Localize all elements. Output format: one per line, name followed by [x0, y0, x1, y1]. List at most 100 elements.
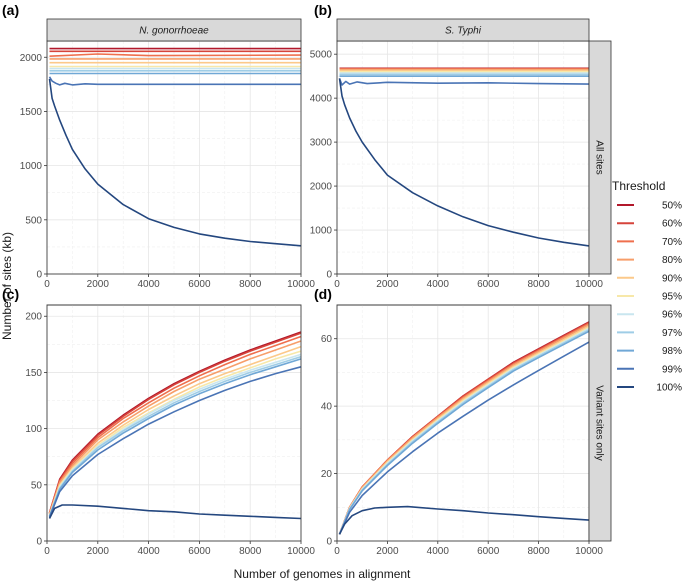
legend-item: 50%: [617, 201, 682, 212]
x-axis-title: Number of genomes in alignment: [234, 567, 411, 581]
x-tick-label: 8000: [239, 546, 262, 557]
x-tick-label: 6000: [477, 279, 500, 290]
x-tick-label: 4000: [427, 279, 450, 290]
column-strip-box: [46, 18, 302, 42]
y-tick-label: 500: [25, 215, 42, 226]
y-tick-label: 4000: [310, 94, 333, 105]
y-tick-label: 0: [36, 270, 42, 281]
legend-label: 90%: [662, 273, 682, 284]
series-line-100pct: [48, 504, 302, 520]
series-line-99pct: [338, 341, 590, 535]
x-tick-label: 10000: [575, 546, 603, 557]
series-line-70pct: [49, 53, 302, 57]
x-tick-label: 4000: [137, 546, 160, 557]
y-tick-label: 40: [321, 402, 333, 413]
y-tick-label: 20: [321, 469, 333, 480]
y-tick-label: 1500: [20, 107, 43, 118]
panel-label-b: (b): [314, 2, 332, 18]
legend-label: 50%: [662, 201, 682, 212]
x-tick-label: 6000: [188, 279, 211, 290]
y-tick-label: 60: [321, 334, 333, 345]
series-line-100pct: [338, 78, 590, 247]
legend-item: 100%: [617, 383, 682, 394]
legend-label: 99%: [662, 364, 682, 375]
legend-item: 96%: [617, 310, 682, 321]
y-tick-label: 200: [25, 312, 42, 323]
legend-label: 96%: [662, 310, 682, 321]
column-strip: S. Typhi: [336, 18, 590, 42]
y-tick-label: 150: [25, 368, 42, 379]
panel-b: 0 2000 4000 6000 8000 10000 0 1000 2000 3000 4000 5…: [310, 40, 603, 290]
x-tick-label: 10000: [287, 546, 315, 557]
panel-border: [46, 304, 302, 542]
y-tick-label: 1000: [20, 161, 43, 172]
x-tick-label: 8000: [239, 279, 262, 290]
x-tick-label: 2000: [87, 279, 110, 290]
row-strip-label: Variant sites only: [594, 385, 605, 460]
x-tick-label: 0: [334, 279, 340, 290]
row-strip: Variant sites only: [588, 304, 612, 542]
x-tick-label: 2000: [87, 546, 110, 557]
series-line-60pct: [48, 332, 302, 514]
panel-label-c: (c): [2, 286, 19, 302]
column-strip-label: S. Typhi: [445, 26, 482, 37]
panel-label-d: (d): [314, 286, 332, 302]
series-line-80pct: [48, 340, 302, 515]
x-tick-label: 0: [44, 546, 50, 557]
legend-item: 99%: [617, 364, 682, 375]
y-tick-label: 0: [326, 270, 332, 281]
x-tick-label: 6000: [477, 546, 500, 557]
row-strip-label: All sites: [594, 140, 605, 174]
legend-item: 60%: [617, 219, 682, 230]
x-tick-label: 2000: [376, 546, 399, 557]
row-strip-box: [588, 40, 612, 275]
panel-d: 0 2000 4000 6000 8000 10000 0 20 40 60: [321, 304, 603, 557]
y-tick-label: 0: [326, 537, 332, 548]
series-line-98pct: [48, 358, 302, 517]
series-line-70pct: [48, 335, 302, 515]
y-tick-label: 1000: [310, 226, 333, 237]
legend-item: 90%: [617, 273, 682, 284]
row-strip: All sites: [588, 40, 612, 275]
y-tick-label: 50: [31, 480, 43, 491]
series-line-99pct: [48, 366, 302, 518]
legend: Threshold 50% 60% 70% 80% 90% 95% 96% 97% 98% 99%…: [612, 179, 682, 394]
legend-item: 95%: [617, 292, 682, 303]
panel-c: 0 2000 4000 6000 8000 10000 0 50 100 150 200: [25, 304, 315, 557]
x-tick-label: 10000: [287, 279, 315, 290]
x-tick-label: 2000: [376, 279, 399, 290]
column-strip-box: [336, 18, 590, 42]
legend-item: 80%: [617, 255, 682, 266]
x-tick-label: 0: [334, 546, 340, 557]
series-line-100pct: [48, 78, 302, 247]
x-tick-label: 8000: [527, 279, 550, 290]
y-tick-label: 100: [25, 424, 42, 435]
legend-label: 100%: [656, 383, 682, 394]
y-tick-label: 3000: [310, 138, 333, 149]
panel-a: 0 2000 4000 6000 8000 10000 0 500 1000 1500 2000: [20, 40, 315, 290]
series-line-99pct: [48, 76, 301, 86]
x-tick-label: 6000: [188, 546, 211, 557]
column-strip-label: N. gonorrhoeae: [139, 26, 209, 37]
series-line-100pct: [338, 505, 590, 535]
legend-title: Threshold: [612, 179, 665, 193]
legend-item: 97%: [617, 328, 682, 339]
y-tick-label: 2000: [310, 182, 333, 193]
x-tick-label: 10000: [575, 279, 603, 290]
x-tick-label: 4000: [137, 279, 160, 290]
legend-label: 98%: [662, 346, 682, 357]
legend-item: 98%: [617, 346, 682, 357]
legend-label: 60%: [662, 219, 682, 230]
legend-label: 80%: [662, 255, 682, 266]
column-strip: N. gonorrhoeae: [46, 18, 302, 42]
x-tick-label: 8000: [527, 546, 550, 557]
series-line-98pct: [338, 330, 590, 535]
legend-label: 97%: [662, 328, 682, 339]
x-tick-label: 0: [44, 279, 50, 290]
y-axis-title: Number of sites (kb): [0, 232, 14, 340]
y-tick-label: 0: [36, 537, 42, 548]
legend-label: 70%: [662, 237, 682, 248]
panel-label-a: (a): [2, 2, 19, 18]
